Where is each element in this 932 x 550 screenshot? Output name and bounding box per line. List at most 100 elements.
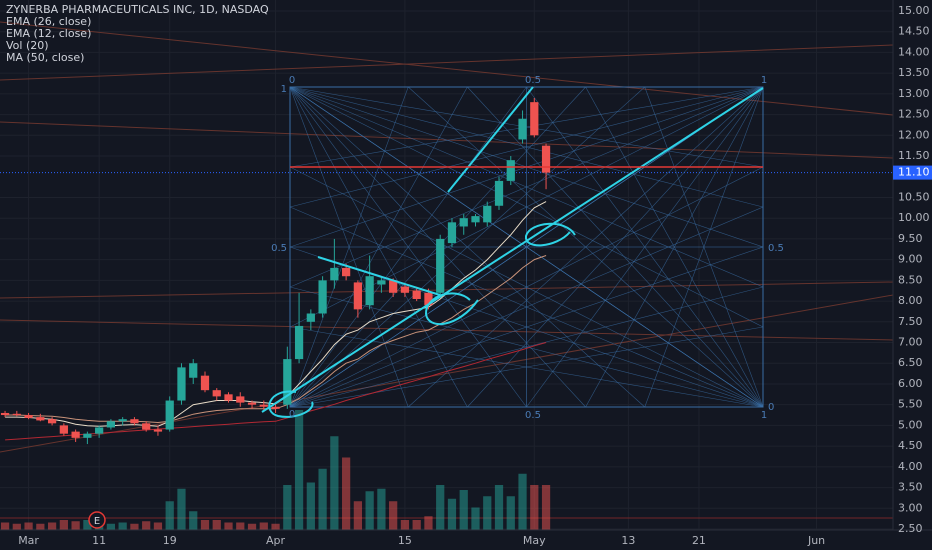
candle-body — [424, 292, 433, 306]
volume-bar — [294, 410, 304, 530]
volume-bar — [447, 498, 457, 530]
legend-entry: EMA (12, close) — [6, 27, 91, 40]
earnings-marker: E — [88, 511, 106, 529]
drawn-circle — [424, 292, 479, 325]
gann-label: 0.5 — [271, 243, 287, 254]
candle-body — [342, 267, 351, 277]
gann-label: 1 — [761, 410, 767, 421]
volume-bar — [200, 520, 210, 530]
legend-entry: MA (50, close) — [6, 51, 84, 64]
y-tick-label: 6.00 — [898, 377, 923, 390]
candle-body — [165, 400, 174, 430]
volume-bar — [59, 520, 68, 530]
volume-bar — [306, 482, 315, 530]
candle-body — [130, 419, 139, 424]
y-tick-label: 11.50 — [898, 149, 930, 162]
x-tick-label: 11 — [92, 534, 106, 547]
volume-bar — [118, 522, 127, 530]
volume-bar — [189, 511, 198, 530]
candle-body — [200, 375, 210, 391]
candle-body — [412, 290, 421, 300]
gann-label: 0.5 — [525, 410, 541, 421]
y-tick-label: 15.00 — [898, 4, 930, 17]
candle-body — [59, 425, 68, 434]
volume-bar — [400, 520, 410, 530]
y-tick-label: 13.50 — [898, 66, 930, 79]
candle-body — [259, 404, 268, 407]
price-axis — [893, 0, 932, 550]
volume-bar — [130, 523, 139, 530]
y-tick-label: 4.50 — [898, 439, 923, 452]
volume-bar — [271, 523, 280, 530]
volume-bar — [36, 523, 45, 530]
y-tick-label: 14.50 — [898, 25, 930, 38]
candle-body — [236, 396, 245, 403]
y-tick-label: 12.00 — [898, 128, 930, 141]
gann-label: 1 — [761, 75, 767, 86]
volume-bar — [0, 522, 10, 530]
volume-bar — [153, 522, 163, 530]
x-tick-label: Apr — [266, 534, 286, 547]
volume-bar — [142, 521, 151, 530]
volume-bar — [83, 520, 92, 530]
volume-bar — [24, 522, 33, 530]
y-tick-label: 3.00 — [898, 501, 923, 514]
gann-label: 0 — [768, 402, 774, 413]
candles — [0, 98, 551, 445]
candle-body — [24, 415, 33, 418]
candle-body — [247, 402, 257, 405]
gann-labels: 0 0.5 1 1 0.5 0 0.5 1 0.5 0 — [271, 75, 784, 421]
y-tick-label: 14.00 — [898, 45, 930, 58]
volume-bar — [389, 501, 398, 530]
y-tick-label: 10.00 — [898, 211, 930, 224]
candle-body — [294, 325, 304, 360]
volume-bar — [506, 496, 515, 530]
candle-body — [0, 412, 10, 416]
volume-bar — [283, 485, 292, 530]
candle-body — [224, 394, 233, 401]
candle-body — [212, 390, 221, 397]
volume-bar — [259, 522, 268, 530]
axes: 2.50 3.00 3.50 4.00 4.50 5.00 5.50 6.00 6.50 7.00… — [18, 4, 932, 547]
volume-bar — [471, 507, 480, 530]
candle-body — [459, 218, 468, 227]
candle-body — [177, 367, 186, 401]
x-tick-label: Mar — [18, 534, 39, 547]
volume-bar — [365, 491, 374, 530]
volume-bar — [342, 457, 351, 530]
gann-label: 0.5 — [525, 75, 541, 86]
y-tick-label: 12.50 — [898, 108, 930, 121]
candle-body — [36, 417, 45, 421]
volume-bar — [224, 522, 233, 530]
volume-bar — [541, 485, 551, 530]
y-tick-label: 7.50 — [898, 315, 923, 328]
drawn-circle — [525, 222, 576, 247]
y-tick-label: 7.00 — [898, 336, 923, 349]
y-tick-label: 2.50 — [898, 522, 923, 535]
y-tick-label: 4.00 — [898, 460, 923, 473]
candle-body — [118, 419, 127, 422]
gann-label: 0 — [289, 409, 295, 420]
candle-body — [283, 359, 292, 405]
x-tick-label: 21 — [692, 534, 706, 547]
trend-line — [0, 281, 894, 299]
candle-body — [400, 286, 410, 293]
y-tick-label: 9.50 — [898, 232, 923, 245]
candle-body — [47, 419, 57, 424]
volume-bar — [518, 473, 527, 530]
x-tick-label: May — [523, 534, 546, 547]
candle-body — [471, 216, 480, 223]
volume-bar — [106, 523, 116, 530]
drawn-circle — [268, 390, 314, 418]
candle-body — [306, 313, 315, 322]
candle-body — [142, 423, 151, 430]
earnings-circle — [88, 511, 106, 529]
y-tick-label: 5.00 — [898, 418, 923, 431]
y-tick-label: 5.50 — [898, 398, 923, 411]
trend-line — [0, 44, 894, 81]
candle-body — [436, 238, 445, 293]
volume-bar — [459, 490, 468, 530]
candle-body — [518, 118, 527, 140]
